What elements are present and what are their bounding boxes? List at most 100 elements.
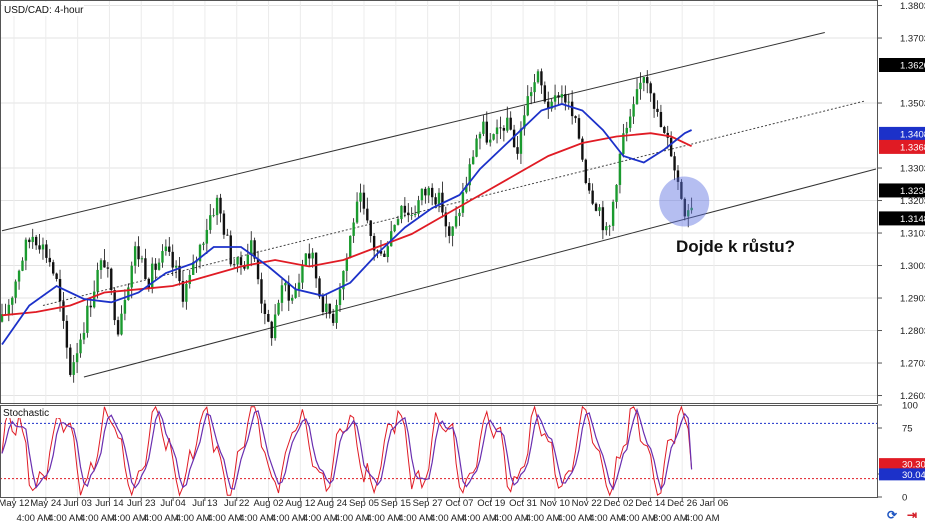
time-tick-label: 4:00 AM	[589, 513, 624, 524]
symbol-label-bg	[2, 2, 84, 16]
candle-body	[243, 265, 246, 269]
candle-body	[523, 115, 526, 129]
candle-body	[379, 250, 383, 254]
candle-body	[588, 182, 591, 191]
price-tick-label: 1.3803	[900, 1, 925, 12]
candle-body	[417, 200, 420, 214]
date-tick-label: Jun 14	[95, 498, 124, 509]
candle-body	[495, 127, 499, 135]
candle-body	[437, 192, 441, 205]
candle-body	[304, 253, 308, 266]
candle-body	[550, 101, 553, 109]
candle-body	[338, 289, 342, 305]
candle-body	[103, 260, 106, 268]
stochastic-value-text: 30.30	[902, 460, 925, 471]
candle-body	[311, 252, 314, 259]
candle-body	[642, 77, 646, 83]
candle-body	[403, 205, 407, 213]
candle-body	[506, 117, 509, 131]
arrow-right-icon[interactable]: ⇥	[906, 508, 918, 522]
price-label-text: 1.3148	[900, 214, 925, 225]
time-tick-label: 4:00 AM	[80, 513, 115, 524]
candle-body	[174, 265, 178, 268]
candle-body	[335, 304, 338, 323]
time-tick-label: 4:00 AM	[398, 513, 433, 524]
candle-body	[605, 226, 608, 231]
date-tick-label: Jun 23	[127, 498, 156, 509]
candle-body	[318, 278, 321, 297]
candle-body	[38, 245, 41, 250]
price-label-badge	[879, 183, 925, 198]
candle-body	[652, 93, 656, 109]
candle-body	[574, 116, 577, 119]
candle-body	[489, 139, 492, 143]
date-tick-label: Oct 19	[477, 498, 505, 509]
candle-body	[130, 265, 133, 288]
candle-body	[239, 257, 243, 266]
candle-body	[62, 301, 65, 321]
candle-body	[567, 101, 570, 103]
price-tick-label: 1.2603	[900, 391, 925, 402]
price-label-badge	[879, 139, 925, 154]
candle-body	[413, 213, 417, 216]
candle-body	[280, 285, 284, 303]
time-tick-label: 4:00 AM	[16, 513, 51, 524]
candle-body	[543, 85, 547, 102]
grid-lines	[0, 0, 878, 497]
candle-body	[577, 118, 581, 139]
candle-body	[393, 224, 396, 232]
candle-body	[226, 234, 229, 236]
candle-body	[212, 215, 215, 216]
candle-body	[205, 229, 209, 244]
candle-body	[55, 273, 58, 279]
candle-body	[639, 82, 642, 90]
stochastic-tick-label: 100	[902, 401, 918, 412]
candle-body	[529, 92, 533, 97]
time-tick-label: 4:00 AM	[271, 513, 306, 524]
candle-body	[383, 253, 386, 257]
candle-body	[260, 279, 263, 304]
channel-upper-line	[1, 32, 825, 232]
candle-body	[386, 246, 389, 257]
time-tick-label: 4:00 AM	[144, 513, 179, 524]
candle-body	[376, 250, 379, 252]
candle-body	[557, 95, 560, 98]
candle-body	[526, 96, 529, 116]
candle-body	[52, 262, 55, 274]
stochastic-series	[0, 404, 878, 497]
stochastic-k-line	[1, 404, 693, 497]
candle-body	[448, 226, 451, 236]
price-label-text: 1.3234	[900, 186, 925, 197]
date-tick-label: Jul 04	[160, 498, 185, 509]
price-pane-frame	[0, 0, 878, 404]
candle-body	[342, 270, 345, 290]
candle-body	[236, 257, 239, 265]
candle-body	[424, 188, 427, 196]
date-tick-label: Sep 15	[381, 498, 411, 509]
candle-body	[369, 220, 372, 236]
time-tick-label: 4:00 AM	[621, 513, 656, 524]
price-tick-label: 1.3203	[900, 196, 925, 207]
candle-body	[41, 244, 45, 250]
candle-body	[584, 159, 588, 183]
candle-body	[14, 281, 17, 298]
time-tick-label: 4:00 AM	[366, 513, 401, 524]
candle-body	[195, 261, 198, 263]
candle-body	[191, 262, 195, 275]
candle-body	[219, 197, 222, 214]
time-tick-label: 4:00 AM	[335, 513, 370, 524]
date-tick-label: Jan 06	[700, 498, 729, 509]
date-tick-label: Dec 02	[603, 498, 633, 509]
stochastic-title: Stochastic	[3, 408, 49, 419]
candle-body	[427, 187, 430, 196]
time-tick-label: 4:00 AM	[557, 513, 592, 524]
candle-body	[482, 121, 485, 134]
candle-body	[632, 104, 635, 117]
stochastic-d-line	[1, 407, 693, 491]
candle-body	[625, 127, 628, 134]
link-icon[interactable]: ⟳	[886, 508, 898, 522]
candle-body	[290, 297, 294, 301]
date-tick-label: Nov 10	[540, 498, 570, 509]
date-tick-label: Jul 13	[192, 498, 217, 509]
